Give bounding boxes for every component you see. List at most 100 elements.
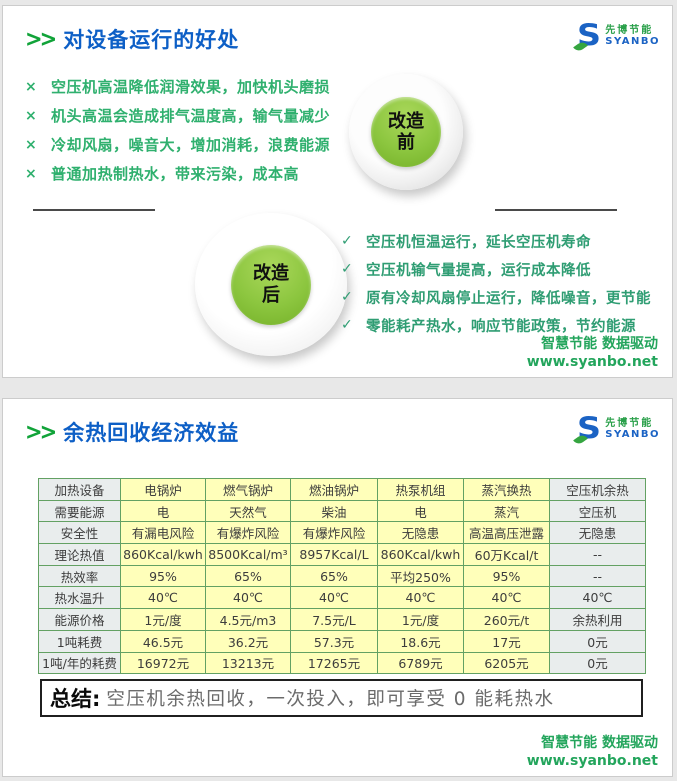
- footer-slogan: 智慧节能 数据驱动: [541, 734, 658, 751]
- table-row: 热效率 95% 65% 65% 平均250% 95% --: [38, 564, 646, 588]
- row-label-cell: 1吨耗费: [38, 629, 121, 653]
- con-text: 冷却风扇，噪音大，增加消耗，浪费能源: [51, 136, 331, 154]
- value-cell: 电: [377, 499, 464, 523]
- value-cell: 4.5元/m3: [205, 608, 291, 631]
- value-cell: 有漏电风险: [120, 521, 206, 545]
- logo-s-icon: S: [573, 20, 602, 54]
- slide2-title: 余热回收经济效益: [63, 421, 240, 445]
- after-circle: 改造 后: [195, 213, 347, 356]
- value-cell: 8500Kcal/m³: [205, 543, 291, 566]
- summary-label: 总结:: [50, 687, 101, 711]
- cross-icon: ×: [25, 78, 37, 95]
- check-icon: ✓: [341, 261, 353, 277]
- footer-url: www.syanbo.net: [526, 752, 658, 769]
- value-cell: 蒸汽换热: [463, 478, 550, 501]
- cross-icon: ×: [25, 136, 37, 153]
- value-cell: 40℃: [290, 586, 378, 610]
- con-text: 普通加热制热水，带来污染，成本高: [51, 165, 300, 183]
- cross-icon: ×: [25, 107, 37, 124]
- chevrons-icon: >>: [25, 418, 57, 446]
- value-cell: 有爆炸风险: [290, 521, 378, 545]
- row-label-cell: 1吨/年的耗费: [38, 651, 121, 675]
- value-cell: 无隐患: [377, 521, 464, 545]
- value-cell: 13213元: [205, 651, 291, 675]
- table-row: 1吨/年的耗费 16972元 13213元 17265元 6789元 6205元 0元: [38, 651, 646, 675]
- list-item: × 空压机高温降低润滑效果，加快机头磨损: [25, 72, 330, 101]
- value-cell: 蒸汽: [463, 499, 550, 523]
- value-cell: 燃气锅炉: [205, 478, 291, 501]
- row-label-cell: 能源价格: [38, 608, 121, 631]
- logo-name-cn: 先博节能: [605, 24, 654, 36]
- slide2-footer: 智慧节能 数据驱动 www.syanbo.net: [527, 734, 658, 770]
- value-cell: 7.5元/L: [290, 608, 378, 631]
- row-label-cell: 理论热值: [38, 543, 121, 566]
- logo-name-en: SYANBO: [605, 35, 660, 47]
- divider-left: [33, 209, 155, 211]
- cons-list: × 空压机高温降低润滑效果，加快机头磨损 × 机头高温会造成排气温度高，输气量减少 × 冷…: [25, 72, 330, 188]
- list-item: ✓ 原有冷却风扇停止运行，降低噪音，更节能: [341, 283, 651, 311]
- value-cell: 57.3元: [290, 629, 378, 653]
- row-label-cell: 热水温升: [38, 586, 121, 610]
- pro-text: 零能耗产热水，响应节能政策，节约能源: [366, 318, 636, 335]
- value-cell: --: [549, 564, 646, 588]
- value-cell: 46.5元: [120, 629, 206, 653]
- footer-url: www.syanbo.net: [526, 353, 658, 370]
- slide1-footer: 智慧节能 数据驱动 www.syanbo.net: [527, 335, 658, 371]
- value-cell: 60万Kcal/t: [463, 543, 550, 566]
- pro-text: 原有冷却风扇停止运行，降低噪音，更节能: [366, 290, 651, 307]
- value-cell: --: [549, 543, 646, 566]
- value-cell: 95%: [120, 564, 206, 588]
- list-item: ✓ 空压机恒温运行，延长空压机寿命: [341, 227, 651, 255]
- before-plate: 改造 前: [349, 74, 463, 190]
- summary-text: 空压机余热回收，一次投入，即可享受 0 能耗热水: [106, 689, 555, 710]
- slide-equipment-benefits: >> 对设备运行的好处 S 先博节能 SYANBO × 空压机高温降低润滑效果，加…: [2, 5, 673, 378]
- table-row: 需要能源电天然气 柴油电蒸汽 空压机: [38, 499, 646, 523]
- value-cell: 36.2元: [205, 629, 291, 653]
- pro-text: 空压机输气量提高，运行成本降低: [366, 262, 591, 279]
- before-circle: 改造 前: [349, 74, 463, 190]
- chevrons-icon: >>: [25, 25, 57, 53]
- value-cell: 高温高压泄露: [463, 521, 550, 545]
- value-cell: 6789元: [377, 651, 464, 675]
- slide-economic-benefits: >> 余热回收经济效益 S 先博节能 SYANBO 加热设备 电锅炉 燃气锅炉 燃油锅…: [2, 398, 673, 777]
- logo-text: 先博节能 SYANBO: [605, 25, 660, 47]
- value-cell: 柴油: [290, 499, 378, 523]
- value-cell: 0元: [549, 651, 646, 675]
- value-cell: 40℃: [463, 586, 550, 610]
- pros-list: ✓ 空压机恒温运行，延长空压机寿命 ✓ 空压机输气量提高，运行成本降低 ✓ 原有冷却风扇停…: [341, 227, 651, 339]
- check-icon: ✓: [341, 317, 353, 333]
- table-row: 安全性 有漏电风险 有爆炸风险 有爆炸风险 无隐患 高温高压泄露 无隐患: [38, 521, 646, 545]
- footer-slogan: 智慧节能 数据驱动: [541, 335, 658, 352]
- table-row: 理论热值 860Kcal/kwh 8500Kcal/m³ 8957Kcal/L 860K…: [38, 543, 646, 566]
- pro-text: 空压机恒温运行，延长空压机寿命: [366, 234, 591, 251]
- value-cell: 8957Kcal/L: [290, 543, 378, 566]
- logo-text: 先博节能 SYANBO: [605, 418, 660, 440]
- after-label-line2: 后: [262, 284, 280, 306]
- value-cell: 1元/度: [377, 608, 464, 631]
- value-cell: 空压机: [549, 499, 646, 523]
- table-row: 1吨耗费 46.5元 36.2元 57.3元 18.6元 17元 0元: [38, 629, 646, 653]
- heating-comparison-table-body: 加热设备 电锅炉 燃气锅炉 燃油锅炉 热泵机组 蒸汽换热 空压机余热 需要能源电天然气 柴油电蒸…: [38, 478, 646, 675]
- before-badge: 改造 前: [371, 97, 441, 167]
- value-cell: 95%: [463, 564, 550, 588]
- value-cell: 电: [120, 499, 206, 523]
- value-cell: 余热利用: [549, 608, 646, 631]
- logo-name-en: SYANBO: [605, 428, 660, 440]
- value-cell: 6205元: [463, 651, 550, 675]
- con-text: 空压机高温降低润滑效果，加快机头磨损: [51, 78, 331, 96]
- divider-right: [495, 209, 617, 211]
- value-cell: 1元/度: [120, 608, 206, 631]
- con-text: 机头高温会造成排气温度高，输气量减少: [51, 107, 331, 125]
- list-item: × 机头高温会造成排气温度高，输气量减少: [25, 101, 330, 130]
- row-label-cell: 热效率: [38, 564, 121, 588]
- slide1-title: 对设备运行的好处: [63, 28, 240, 52]
- table-row: 加热设备 电锅炉 燃气锅炉 燃油锅炉 热泵机组 蒸汽换热 空压机余热: [38, 478, 646, 501]
- before-label-line1: 改造: [388, 110, 424, 132]
- after-plate: 改造 后: [195, 213, 347, 356]
- value-cell: 16972元: [120, 651, 206, 675]
- value-cell: 65%: [205, 564, 291, 588]
- syanbo-logo: S 先博节能 SYANBO: [573, 413, 660, 447]
- heating-comparison-table: 加热设备 电锅炉 燃气锅炉 燃油锅炉 热泵机组 蒸汽换热 空压机余热 需要能源电天然气 柴油电蒸…: [38, 478, 646, 675]
- after-label-line1: 改造: [253, 263, 289, 285]
- value-cell: 40℃: [549, 586, 646, 610]
